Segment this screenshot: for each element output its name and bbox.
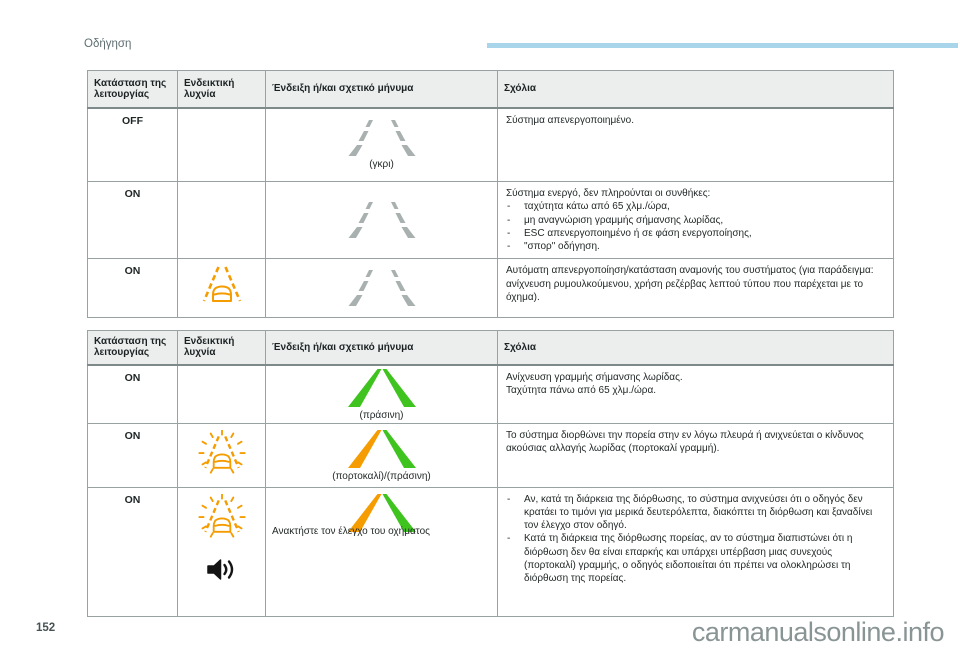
speaker-icon (179, 556, 264, 583)
indicator-lamp-cell (177, 486, 266, 617)
table-row: OFF (γκρι) Σύστημα απενεργοποιημένο. (87, 107, 894, 182)
table-row: ON Αυτόματη απενεργοποίηση/κατάσταση ανα… (87, 258, 894, 319)
display-caption: (πράσινη) (359, 409, 404, 421)
lane-lines-gray-dashed-icon (332, 119, 432, 157)
lane-lines-gray-dashed-icon (332, 269, 432, 307)
indicator-lamp-cell (177, 364, 266, 424)
watermark: carmanualsonline.info (691, 617, 945, 647)
table-row: ON (πορτοκαλί)/(πράσινη) Το σύστημα διορθ… (87, 422, 894, 488)
bullet-text: Κατά τη διάρκεια της διόρθωσης πορείας, … (524, 533, 853, 585)
column-header: Κατάσταση της λειτουργίας (87, 70, 178, 109)
comments-cell: - Αν, κατά τη διάρκεια της διόρθωσης, το … (497, 486, 894, 617)
indicator-lamp-cell (177, 422, 266, 488)
display-message-cell: (πράσινη) (265, 364, 498, 424)
bullet-text: Αν, κατά τη διάρκεια της διόρθωσης, το σ… (524, 493, 873, 532)
column-header: Ένδειξη ή/και σχετικό μήνυμα (265, 70, 498, 109)
comment-bullet: - μη αναγνώριση γραμμής σήμανσης λωρίδας, (506, 214, 885, 227)
indicator-lamp-cell (177, 180, 266, 260)
display-message: Ανακτήστε τον έλεγχο του οχήματος (272, 525, 430, 537)
lane-lines-orange-green-icon (332, 493, 432, 533)
bullet-dash: - (507, 227, 511, 239)
display-message-cell (265, 258, 498, 319)
bullet-dash: - (507, 533, 511, 545)
indicator-lamp-cell (177, 107, 266, 182)
comment-bullet: - "σπορ" οδήγηση. (506, 240, 885, 253)
comments-cell: Σύστημα ενεργό, δεν πληρούνται οι συνθήκ… (497, 180, 894, 260)
display-message-cell: (πορτοκαλί)/(πράσινη) (265, 422, 498, 488)
column-header: Ενδεικτική λυχνία (177, 330, 266, 366)
bullet-dash: - (507, 214, 511, 226)
display-caption: (γκρι) (369, 159, 394, 171)
display-caption: (πορτοκαλί)/(πράσινη) (332, 470, 431, 482)
comment-line: Ταχύτητα πάνω από 65 χλμ./ώρα. (506, 384, 657, 396)
display-inner: (πράσινη) (268, 368, 495, 421)
display-inner: Ανακτήστε τον έλεγχο του οχήματος (268, 493, 495, 537)
lane-departure-warning-icon (179, 265, 264, 307)
indicator-lamp-cell (177, 258, 266, 319)
comment-line: Σύστημα ενεργό, δεν πληρούνται οι συνθήκ… (506, 188, 711, 199)
lane-departure-warning-flashing-icon (179, 429, 264, 478)
lane-departure-warning-flashing-icon (179, 493, 264, 542)
table-row: ON Ανακτήστε τον έλεγχο του οχήματος - Αν,… (87, 486, 894, 617)
bullet-dash: - (507, 201, 511, 213)
header-row: Κατάσταση της λειτουργίας Ενδεικτική λυχν… (87, 70, 894, 109)
bullet-text: "σπορ" οδήγηση. (524, 241, 600, 253)
state-table-1: Κατάσταση της λειτουργίας Ενδεικτική λυχν… (87, 70, 894, 319)
operation-state-cell: ON (87, 486, 178, 617)
operation-state-cell: OFF (87, 107, 178, 182)
comment-bullet: - Αν, κατά τη διάρκεια της διόρθωσης, το … (506, 493, 885, 533)
table-row: ON Σύστημα ενεργό, δεν πληρούνται οι συν… (87, 180, 894, 260)
state-table-2: Κατάσταση της λειτουργίας Ενδεικτική λυχν… (87, 330, 894, 617)
table-row: ON (πράσινη) Ανίχνευση γραμμής σήμανσης λ… (87, 364, 894, 424)
display-inner (268, 269, 495, 307)
comments-cell: Σύστημα απενεργοποιημένο. (497, 107, 894, 182)
column-header: Κατάσταση της λειτουργίας (87, 330, 178, 366)
operation-state-cell: ON (87, 364, 178, 424)
comment-line: Σύστημα απενεργοποιημένο. (506, 114, 635, 126)
bullet-text: μη αναγνώριση γραμμής σήμανσης λωρίδας, (524, 214, 724, 226)
comments-cell: Ανίχνευση γραμμής σήμανσης λωρίδας. Ταχύτ… (497, 364, 894, 424)
display-inner (268, 201, 495, 239)
section-label: Οδήγηση (84, 38, 132, 50)
display-message-cell (265, 180, 498, 260)
display-message-cell: (γκρι) (265, 107, 498, 182)
display-inner: (πορτοκαλί)/(πράσινη) (268, 429, 495, 482)
comment-bullet: - ταχύτητα κάτω από 65 χλμ./ώρα, (506, 200, 885, 213)
column-header: Ενδεικτική λυχνία (177, 70, 266, 109)
column-header: Ένδειξη ή/και σχετικό μήνυμα (265, 330, 498, 366)
comments-cell: Αυτόματη απενεργοποίηση/κατάσταση αναμον… (497, 258, 894, 319)
comment-line: Ανίχνευση γραμμής σήμανσης λωρίδας. (506, 371, 683, 383)
lane-lines-green-icon (332, 368, 432, 408)
operation-state-cell: ON (87, 180, 178, 260)
column-header: Σχόλια (497, 330, 894, 366)
bullet-dash: - (507, 241, 511, 253)
column-header: Σχόλια (497, 70, 894, 109)
display-inner: (γκρι) (268, 119, 495, 170)
operation-state-cell: ON (87, 258, 178, 319)
page-number: 152 (36, 622, 56, 634)
bullet-text: ταχύτητα κάτω από 65 χλμ./ώρα, (524, 201, 670, 213)
comments-cell: Το σύστημα διορθώνει την πορεία στην εν … (497, 422, 894, 488)
comment-line: Το σύστημα διορθώνει την πορεία στην εν … (506, 429, 864, 454)
display-message-cell: Ανακτήστε τον έλεγχο του οχήματος (265, 486, 498, 617)
comment-line: Αυτόματη απενεργοποίηση/κατάσταση αναμον… (506, 265, 874, 304)
comment-bullet: - Κατά τη διάρκεια της διόρθωσης πορείας,… (506, 532, 885, 585)
bullet-dash: - (507, 493, 511, 505)
comment-bullet: - ESC απενεργοποιημένο ή σε φάση ενεργοπο… (506, 227, 885, 240)
accent-bar (487, 43, 958, 48)
header-row: Κατάσταση της λειτουργίας Ενδεικτική λυχν… (87, 330, 894, 366)
lane-lines-orange-green-icon (332, 429, 432, 469)
bullet-text: ESC απενεργοποιημένο ή σε φάση ενεργοποί… (524, 227, 752, 239)
lane-lines-gray-dashed-icon (332, 201, 432, 239)
operation-state-cell: ON (87, 422, 178, 488)
